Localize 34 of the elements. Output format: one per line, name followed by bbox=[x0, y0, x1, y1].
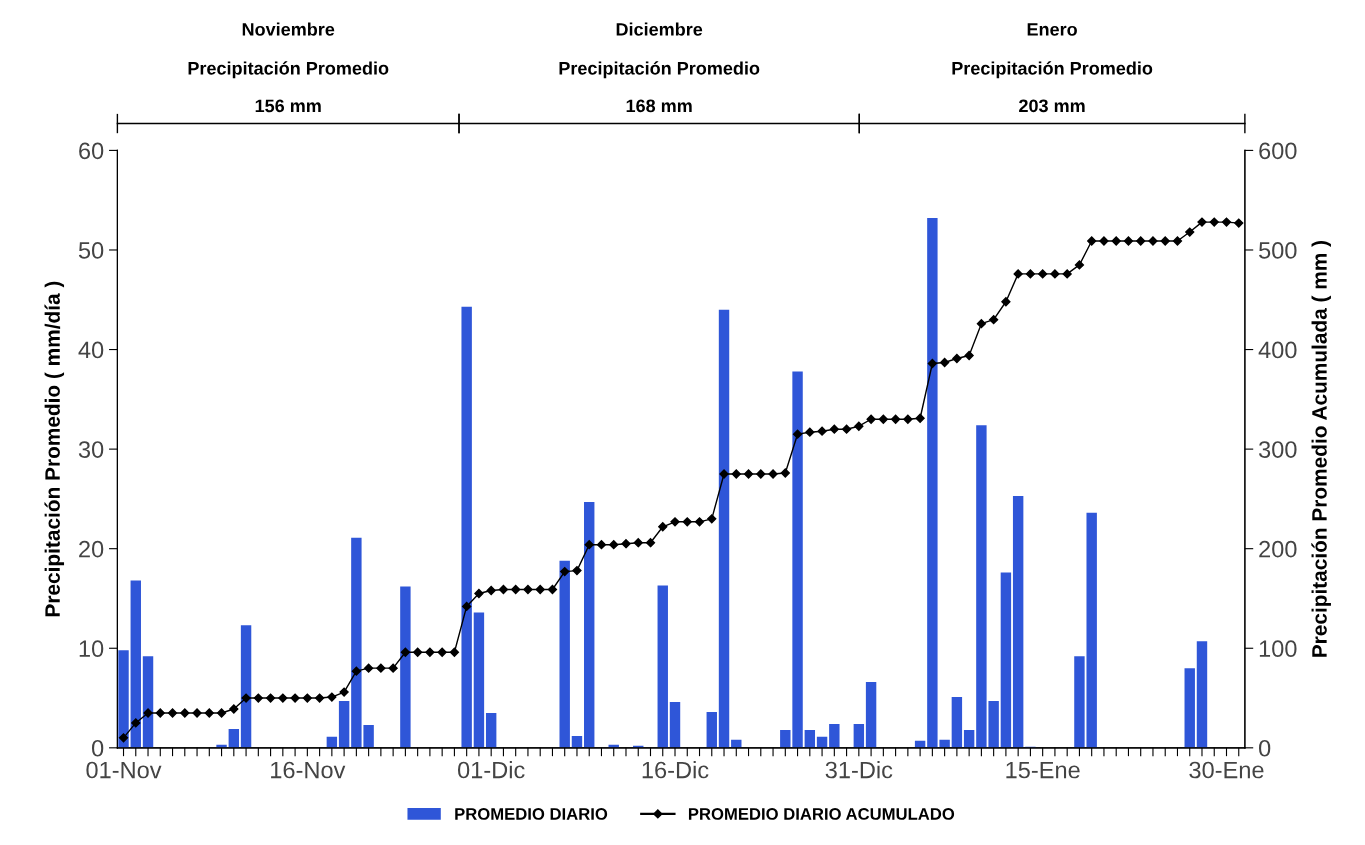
text: Diciembre bbox=[616, 22, 703, 36]
y2-tick-label: 0 bbox=[1259, 739, 1271, 757]
y-tick-label: 20 bbox=[79, 540, 104, 558]
x-tick-label: 01-Dic bbox=[457, 761, 525, 779]
y2-tick-label: 600 bbox=[1259, 142, 1297, 160]
y-axis-title: Precipitación Promedio ( mm/día ) bbox=[44, 281, 65, 617]
y2-axis-title: Precipitación Promedio Acumulada ( mm ) bbox=[1311, 241, 1331, 657]
legend-label: PROMEDIO DIARIO ACUMULADO bbox=[688, 808, 955, 820]
text: Precipitación Promedio bbox=[188, 61, 389, 79]
y2-tick-label: 100 bbox=[1259, 640, 1297, 658]
x-tick-label: 31-Dic bbox=[825, 761, 893, 779]
y-tick-label: 0 bbox=[91, 739, 104, 757]
y-tick-label: 60 bbox=[79, 142, 104, 160]
y-tick-label: 30 bbox=[78, 441, 104, 458]
text: 203 mm bbox=[1019, 99, 1085, 113]
y2-tick-label: 500 bbox=[1259, 242, 1297, 259]
text: Enero bbox=[1027, 23, 1077, 36]
text: Noviembre bbox=[242, 22, 335, 36]
text: 156 mm bbox=[255, 99, 321, 113]
y2-tick-label: 300 bbox=[1258, 441, 1297, 458]
text: 168 mm bbox=[626, 99, 692, 113]
legend-label: PROMEDIO DIARIO bbox=[455, 808, 608, 820]
x-tick-label: 01-Nov bbox=[86, 761, 162, 779]
x-tick-label: 15-Ene bbox=[1006, 761, 1080, 779]
text: Precipitación Promedio bbox=[559, 61, 760, 79]
x-tick-label: 16-Nov bbox=[271, 761, 346, 779]
y-tick-label: 40 bbox=[78, 341, 104, 359]
y2-tick-label: 200 bbox=[1259, 540, 1297, 558]
y2-tick-label: 400 bbox=[1258, 341, 1297, 359]
x-tick-label: 30-Ene bbox=[1189, 761, 1264, 779]
x-tick-label: 16-Dic bbox=[642, 761, 709, 779]
y-tick-label: 10 bbox=[79, 640, 104, 658]
text: Precipitación Promedio bbox=[952, 61, 1153, 79]
y-tick-label: 50 bbox=[78, 242, 104, 259]
